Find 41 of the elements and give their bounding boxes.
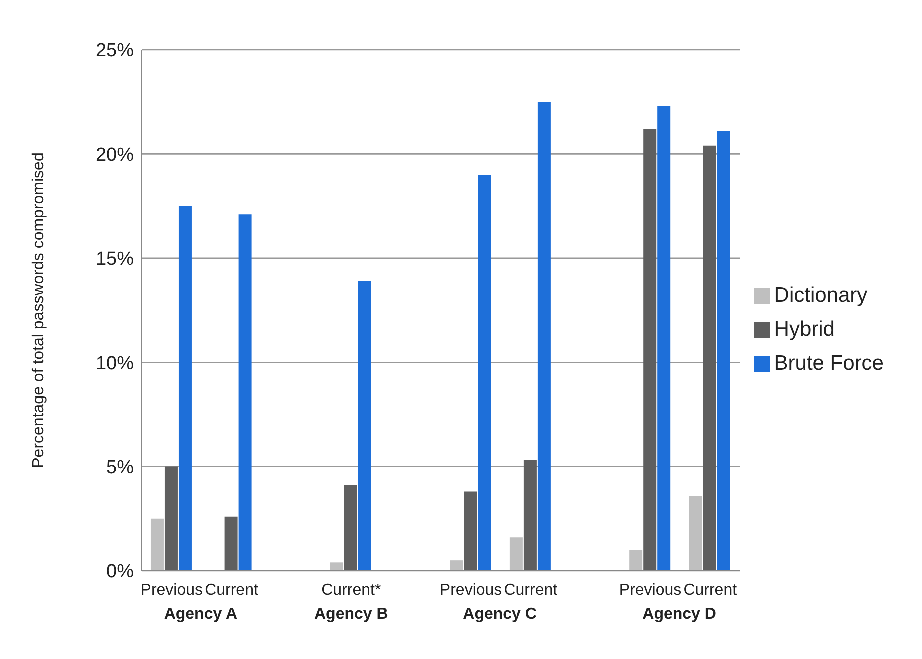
bar [464,492,478,571]
bar [630,550,643,571]
bar [658,106,671,571]
y-tick-label: 20% [96,144,134,166]
bar [164,466,178,571]
bar [717,131,730,571]
legend-label: Hybrid [774,318,835,340]
bar [524,460,537,571]
text: Agency B [314,606,388,623]
bar [703,146,716,571]
bar [224,516,238,571]
bar [689,496,702,571]
text: Agency A [164,606,238,623]
bar [478,175,492,571]
bar [330,562,344,571]
x-tick-label: Previous [140,582,204,599]
x-tick-label: Previous [440,582,502,599]
bar [238,214,252,571]
y-tick-label: 5% [106,458,134,479]
legend-label: Dictionary [774,284,868,306]
x-tick-label: Current* [322,582,382,599]
bar [510,538,523,571]
bar [150,518,164,571]
bar [450,560,464,571]
y-tick-label: 25% [96,40,134,62]
y-tick-label: 0% [106,562,134,583]
bar [538,102,551,571]
y-axis-title: Percentage of total passwords compromised [30,152,48,468]
bar [178,206,192,571]
legend-label: Brute Force [774,352,884,374]
x-tick-label: Previous [619,582,682,599]
x-tick-label: Current [684,582,738,599]
bar [344,486,358,571]
x-tick-label: Current [504,582,558,599]
bar [644,129,657,571]
bar [358,281,372,571]
text: Agency C [463,606,538,623]
text: Agency D [642,606,716,623]
y-tick-label: 10% [96,353,134,374]
y-tick-label: 15% [96,249,134,270]
x-tick-label: Current [205,582,259,599]
